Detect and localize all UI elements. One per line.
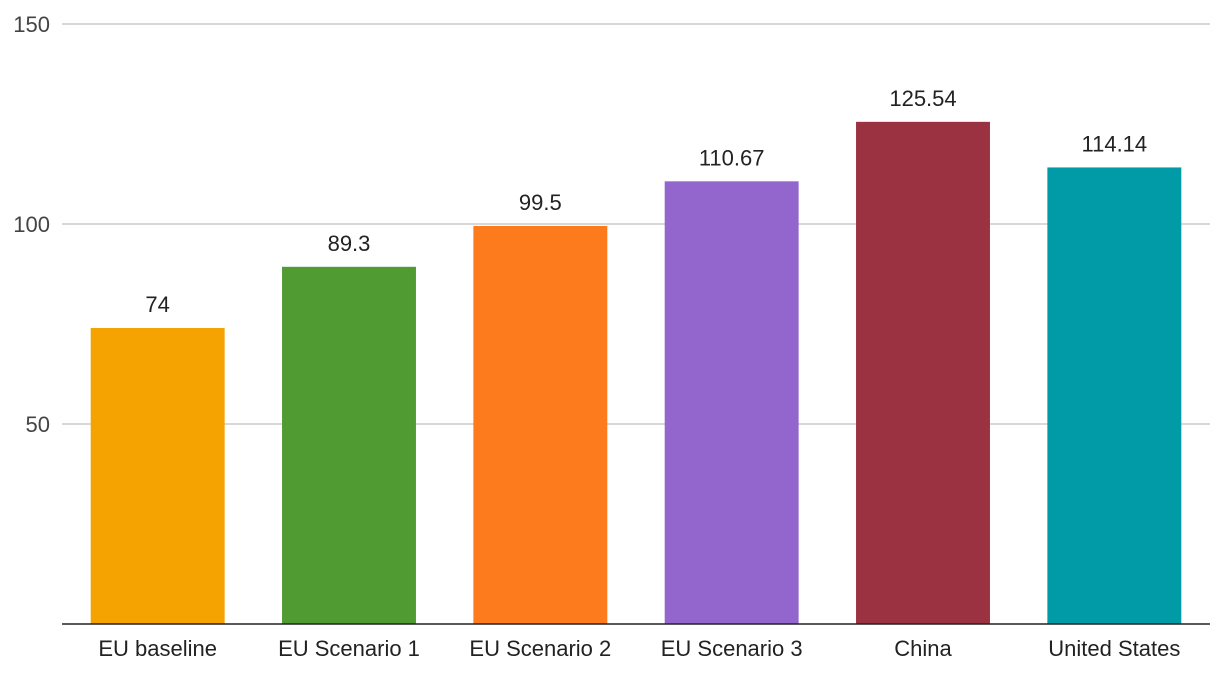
data-label: 74 (145, 292, 169, 317)
data-label: 89.3 (328, 231, 371, 256)
bars (90, 121, 1182, 624)
data-labels: 74 89.3 99.5 110.67 125.54 114.14 (145, 86, 1147, 317)
x-tick-label: EU Scenario 3 (661, 636, 803, 661)
data-label: 110.67 (699, 145, 765, 170)
bar-china (856, 121, 990, 624)
bar-eu-scenario-2 (473, 226, 608, 624)
y-tick-label: 150 (13, 12, 50, 37)
data-label: 114.14 (1082, 131, 1148, 156)
gridlines (62, 23, 1210, 425)
y-tick-label: 100 (13, 212, 50, 237)
bar-united-states (1047, 167, 1182, 624)
data-label: 99.5 (519, 190, 562, 215)
x-tick-label: United States (1048, 636, 1180, 661)
data-label: 125.54 (889, 86, 956, 111)
axes: 50 100 150 EU baseline EU Scenario 1 EU Scena… (13, 12, 1210, 661)
x-tick-label: EU baseline (98, 636, 217, 661)
x-tick-label: EU Scenario 2 (469, 636, 611, 661)
bar-eu-baseline (90, 328, 225, 624)
bar-eu-scenario-1 (282, 266, 416, 624)
x-tick-label: China (894, 636, 952, 661)
bar-eu-scenario-3 (664, 181, 799, 624)
x-tick-label: EU Scenario 1 (278, 636, 420, 661)
y-tick-label: 50 (26, 412, 50, 437)
